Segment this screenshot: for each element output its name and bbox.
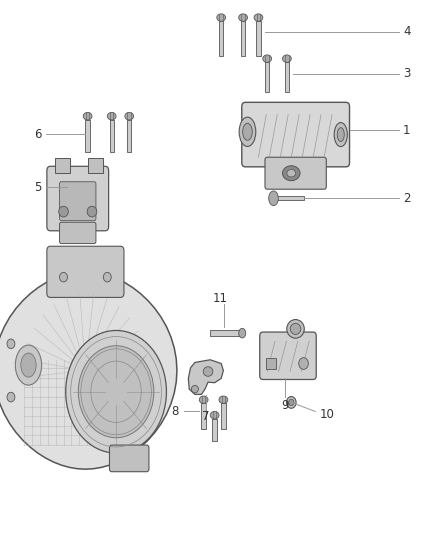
Ellipse shape bbox=[283, 55, 291, 62]
Ellipse shape bbox=[125, 112, 134, 120]
FancyBboxPatch shape bbox=[85, 120, 90, 152]
Ellipse shape bbox=[103, 272, 111, 282]
Text: 6: 6 bbox=[34, 128, 42, 141]
Text: 9: 9 bbox=[282, 399, 289, 411]
Ellipse shape bbox=[263, 55, 272, 62]
Text: 5: 5 bbox=[34, 181, 42, 194]
FancyBboxPatch shape bbox=[201, 403, 206, 429]
Ellipse shape bbox=[287, 320, 304, 338]
Ellipse shape bbox=[7, 339, 15, 349]
Ellipse shape bbox=[78, 346, 154, 438]
Ellipse shape bbox=[239, 328, 246, 338]
FancyBboxPatch shape bbox=[60, 182, 96, 221]
FancyBboxPatch shape bbox=[110, 445, 149, 472]
FancyBboxPatch shape bbox=[265, 157, 326, 189]
FancyBboxPatch shape bbox=[285, 62, 289, 92]
Ellipse shape bbox=[21, 353, 36, 377]
Ellipse shape bbox=[87, 206, 97, 217]
FancyBboxPatch shape bbox=[219, 21, 223, 56]
Ellipse shape bbox=[239, 117, 256, 147]
FancyBboxPatch shape bbox=[60, 222, 96, 244]
Ellipse shape bbox=[243, 123, 252, 140]
Ellipse shape bbox=[7, 392, 15, 402]
Polygon shape bbox=[0, 272, 177, 469]
Text: 8: 8 bbox=[171, 405, 179, 418]
Ellipse shape bbox=[283, 166, 300, 181]
Ellipse shape bbox=[83, 112, 92, 120]
Ellipse shape bbox=[286, 397, 296, 408]
Text: 10: 10 bbox=[320, 408, 335, 421]
Text: 2: 2 bbox=[403, 192, 410, 205]
Ellipse shape bbox=[334, 123, 347, 147]
FancyBboxPatch shape bbox=[47, 246, 124, 297]
Ellipse shape bbox=[59, 206, 68, 217]
Ellipse shape bbox=[290, 323, 301, 335]
Text: 3: 3 bbox=[403, 67, 410, 80]
FancyBboxPatch shape bbox=[266, 358, 276, 369]
FancyBboxPatch shape bbox=[55, 158, 70, 173]
Ellipse shape bbox=[60, 272, 67, 282]
FancyBboxPatch shape bbox=[260, 332, 316, 379]
Ellipse shape bbox=[337, 128, 344, 142]
FancyBboxPatch shape bbox=[210, 330, 239, 336]
Ellipse shape bbox=[66, 330, 166, 453]
Ellipse shape bbox=[299, 358, 308, 369]
Ellipse shape bbox=[239, 14, 247, 21]
FancyBboxPatch shape bbox=[47, 166, 109, 231]
Text: 7: 7 bbox=[202, 410, 210, 423]
FancyBboxPatch shape bbox=[110, 120, 114, 152]
Ellipse shape bbox=[289, 399, 294, 406]
Polygon shape bbox=[188, 360, 223, 394]
FancyBboxPatch shape bbox=[265, 62, 269, 92]
FancyBboxPatch shape bbox=[127, 120, 131, 152]
FancyBboxPatch shape bbox=[242, 102, 350, 167]
Ellipse shape bbox=[287, 169, 296, 177]
FancyBboxPatch shape bbox=[256, 21, 261, 56]
FancyBboxPatch shape bbox=[241, 21, 245, 56]
Ellipse shape bbox=[254, 14, 263, 21]
Ellipse shape bbox=[191, 385, 198, 393]
Ellipse shape bbox=[199, 396, 208, 403]
Ellipse shape bbox=[107, 112, 116, 120]
Ellipse shape bbox=[217, 14, 226, 21]
Ellipse shape bbox=[210, 411, 219, 419]
Text: 1: 1 bbox=[403, 124, 410, 136]
Text: 4: 4 bbox=[403, 26, 410, 38]
FancyBboxPatch shape bbox=[276, 196, 304, 200]
FancyBboxPatch shape bbox=[88, 158, 103, 173]
Ellipse shape bbox=[203, 367, 213, 376]
Text: 11: 11 bbox=[212, 292, 228, 305]
FancyBboxPatch shape bbox=[212, 419, 217, 441]
Ellipse shape bbox=[269, 191, 279, 206]
Ellipse shape bbox=[219, 396, 228, 403]
FancyBboxPatch shape bbox=[221, 403, 226, 429]
Ellipse shape bbox=[15, 345, 42, 385]
